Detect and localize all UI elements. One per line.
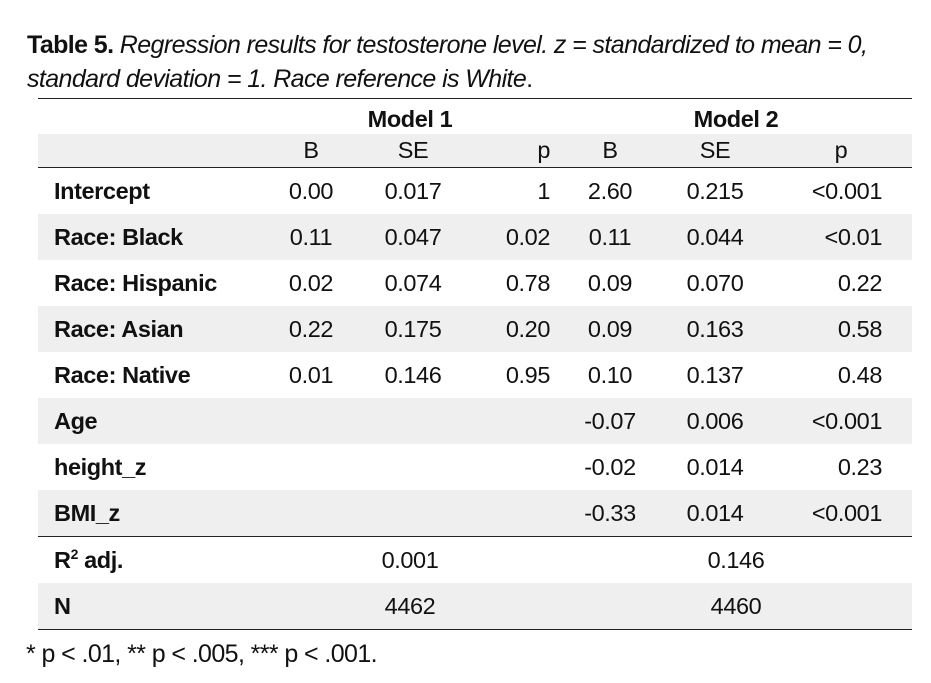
row-label: height_z bbox=[54, 453, 147, 480]
table-cell bbox=[362, 444, 464, 490]
column-header: SE bbox=[660, 134, 770, 168]
table-cell: 0.48 bbox=[837, 361, 883, 388]
row-label: Age bbox=[38, 398, 260, 444]
table-cell: 0.01 bbox=[288, 361, 334, 388]
table-cell: 0.23 bbox=[837, 453, 883, 480]
table-cell: -0.33 bbox=[560, 490, 660, 537]
table-cell: 0.02 bbox=[464, 214, 560, 260]
fit-row-n: N 4462 4460 bbox=[38, 583, 912, 630]
row-label: Race: Native bbox=[54, 361, 191, 388]
column-header: SE bbox=[362, 134, 464, 168]
table-cell: -0.02 bbox=[584, 453, 636, 480]
row-label: Race: Hispanic bbox=[54, 269, 217, 296]
table-cell: 0.137 bbox=[686, 361, 744, 388]
caption-period: . bbox=[526, 65, 533, 93]
fit-row-r2: R2 adj. 0.001 0.146 bbox=[38, 536, 912, 583]
table-cell: 0.215 bbox=[686, 177, 744, 204]
table-cell: 0.10 bbox=[587, 361, 633, 388]
model-1-header: Model 1 bbox=[260, 98, 560, 134]
column-header: B bbox=[560, 134, 660, 168]
table-cell: 0.014 bbox=[686, 453, 744, 480]
fit-cell-model-2: 4460 bbox=[560, 583, 912, 630]
table-cell: 0.58 bbox=[770, 306, 912, 352]
table-label: Table 5. bbox=[27, 31, 114, 59]
table-cell: 0.02 bbox=[288, 269, 334, 296]
row-label: Race: Asian bbox=[38, 306, 260, 352]
table-cell bbox=[260, 444, 362, 490]
blank-header-cell bbox=[38, 98, 260, 134]
column-header: p bbox=[464, 134, 560, 168]
table-cell: 0.22 bbox=[260, 306, 362, 352]
table-cell: 0.11 bbox=[560, 214, 660, 260]
table-footnote: * p < .01, ** p < .005, *** p < .001. bbox=[26, 640, 378, 668]
row-label: Race: Black bbox=[38, 214, 260, 260]
row-label: R2 adj. bbox=[38, 536, 260, 583]
table-cell: 0.070 bbox=[686, 269, 744, 296]
table-cell: 0.09 bbox=[560, 306, 660, 352]
table-cell: 0.20 bbox=[464, 306, 560, 352]
table-row: Race: Asian 0.22 0.175 0.20 0.09 0.163 0.58 bbox=[38, 306, 912, 352]
fit-cell-model-1: 0.001 bbox=[260, 536, 560, 583]
table-cell: 0.00 bbox=[288, 177, 334, 204]
fit-cell-model-1: 4462 bbox=[260, 583, 560, 630]
table-cell: 0.95 bbox=[505, 361, 551, 388]
table-cell: 0.11 bbox=[260, 214, 362, 260]
table-cell bbox=[464, 398, 560, 444]
table-row: BMI_z -0.33 0.014 <0.001 bbox=[38, 490, 912, 537]
table-row: Age -0.07 0.006 <0.001 bbox=[38, 398, 912, 444]
row-label: N bbox=[38, 583, 260, 630]
column-header: p bbox=[770, 134, 912, 168]
table-cell bbox=[260, 398, 362, 444]
table-cell: <0.001 bbox=[811, 177, 883, 204]
table-cell: -0.07 bbox=[560, 398, 660, 444]
table-cell bbox=[464, 490, 560, 537]
model-header-row: Model 1 Model 2 bbox=[38, 98, 912, 134]
table-cell: 2.60 bbox=[587, 177, 633, 204]
table-row: Race: Hispanic 0.02 0.074 0.78 0.09 0.070 0.22 bbox=[38, 260, 912, 306]
column-header-row: B SE p B SE p bbox=[38, 134, 912, 168]
table-cell: 0.175 bbox=[362, 306, 464, 352]
table-cell bbox=[260, 490, 362, 537]
table-cell: 0.78 bbox=[505, 269, 551, 296]
fit-cell-model-2: 0.146 bbox=[560, 536, 912, 583]
table-row: Intercept 0.00 0.017 1 2.60 0.215 <0.001 bbox=[38, 168, 912, 215]
regression-table: Model 1 Model 2 B SE p B SE p Intercept 0… bbox=[38, 98, 912, 630]
table-cell: 0.22 bbox=[837, 269, 883, 296]
table-cell: 0.163 bbox=[660, 306, 770, 352]
table-cell: <0.001 bbox=[770, 490, 912, 537]
table-body: Intercept 0.00 0.017 1 2.60 0.215 <0.001 Race: … bbox=[38, 168, 912, 537]
table-cell: 0.146 bbox=[384, 361, 442, 388]
table-row: height_z -0.02 0.014 0.23 bbox=[38, 444, 912, 490]
table-cell: <0.001 bbox=[770, 398, 912, 444]
table-cell: 0.017 bbox=[384, 177, 442, 204]
row-label: Intercept bbox=[54, 177, 150, 204]
table-cell: 0.006 bbox=[660, 398, 770, 444]
caption-text: Regression results for testosterone leve… bbox=[27, 31, 868, 93]
table-row: Race: Native 0.01 0.146 0.95 0.10 0.137 0.48 bbox=[38, 352, 912, 398]
table-cell bbox=[362, 398, 464, 444]
model-2-header: Model 2 bbox=[560, 98, 912, 134]
table-cell: 0.074 bbox=[384, 269, 442, 296]
table-row: Race: Black 0.11 0.047 0.02 0.11 0.044 <0.01 bbox=[38, 214, 912, 260]
table-cell: 0.014 bbox=[660, 490, 770, 537]
table-cell: <0.01 bbox=[770, 214, 912, 260]
table-cell: 0.044 bbox=[660, 214, 770, 260]
table-cell: 0.047 bbox=[362, 214, 464, 260]
table-cell: 0.09 bbox=[587, 269, 633, 296]
blank-subheader-cell bbox=[38, 134, 260, 168]
column-header: B bbox=[260, 134, 362, 168]
table-cell bbox=[464, 444, 560, 490]
row-label: BMI_z bbox=[38, 490, 260, 537]
table-caption: Table 5. Regression results for testoste… bbox=[27, 28, 922, 96]
table-cell bbox=[362, 490, 464, 537]
table-cell: 1 bbox=[537, 177, 550, 204]
